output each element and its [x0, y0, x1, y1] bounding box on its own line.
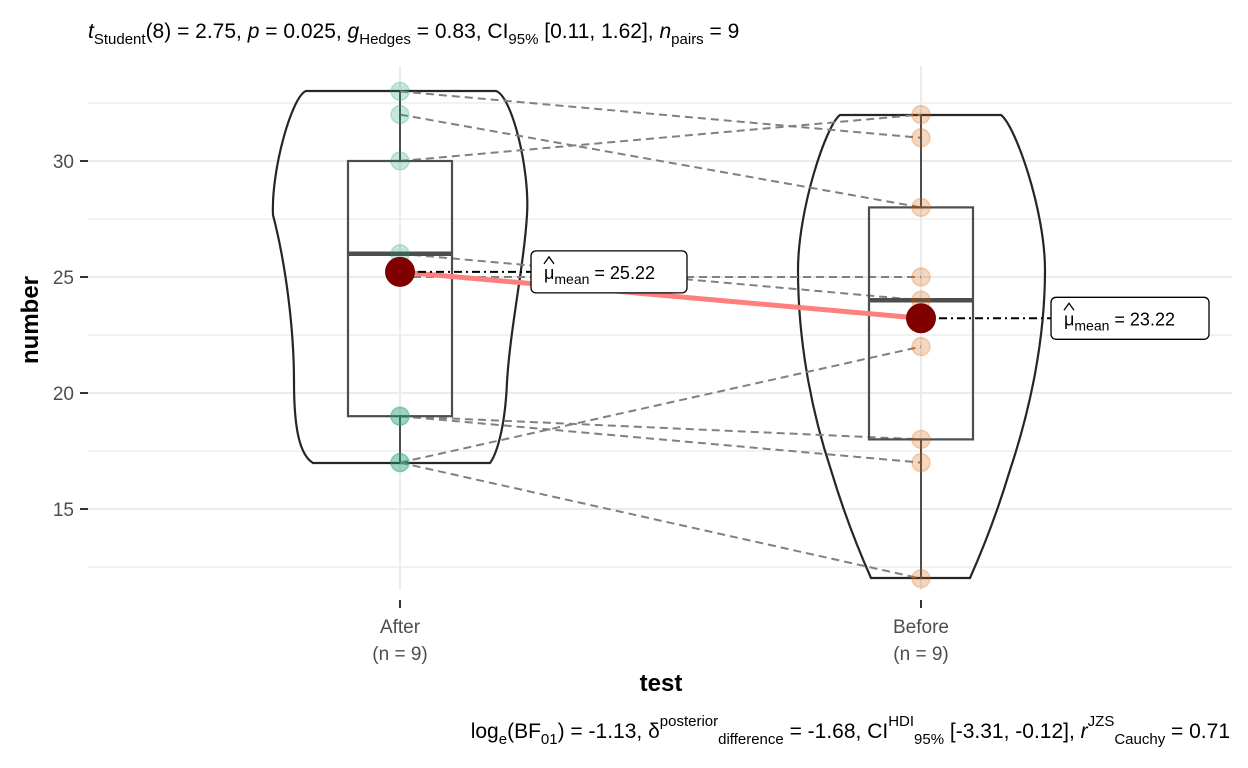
data-point — [911, 197, 931, 218]
bayes-caption: loge(BF01) = -1.13, δposteriordifference… — [471, 713, 1230, 748]
subtitle-part: (8) = 2.75, — [146, 20, 248, 43]
caption-part: [-3.31, -0.12], — [944, 720, 1081, 743]
data-point — [911, 452, 931, 473]
caption-part: posterior — [660, 713, 718, 730]
mean-label: μmean = 23.22 — [1064, 309, 1175, 333]
subtitle-part: pairs — [671, 31, 704, 48]
x-axis-title: test — [640, 670, 683, 697]
mean-subscript: mean — [554, 271, 589, 287]
stats-subtitle: tStudent(8) = 2.75, p = 0.025, gHedges =… — [88, 20, 739, 48]
pair-line — [399, 461, 922, 580]
pair-line — [399, 90, 922, 139]
subtitle-part: Student — [94, 31, 147, 48]
subtitle-part: = 0.83, CI — [411, 20, 508, 43]
caption-part: ) = -1.13, — [558, 720, 648, 743]
mean-value: = 23.22 — [1109, 309, 1175, 329]
data-point — [911, 128, 931, 148]
pair-line — [399, 415, 922, 464]
data-point — [390, 104, 410, 125]
box-iqr — [867, 206, 975, 441]
caption-part: δ — [648, 720, 660, 743]
y-axis: 15 20 25 30 — [53, 152, 88, 521]
mean-point — [906, 303, 936, 334]
box-iqr — [346, 159, 454, 418]
y-tick-label: 20 — [53, 384, 74, 405]
pair-line — [399, 415, 922, 441]
mean-hat — [543, 255, 555, 265]
data-point — [911, 267, 931, 287]
data-point — [390, 81, 410, 102]
x-tick-n-label: (n = 9) — [893, 644, 948, 665]
subtitle-part: = 9 — [704, 20, 740, 43]
data-point — [390, 452, 410, 473]
y-tick-label: 30 — [53, 152, 74, 173]
mean-point — [385, 256, 415, 287]
mean-subscript: mean — [1074, 317, 1109, 333]
mean-label: μmean = 25.22 — [544, 263, 655, 287]
caption-part: JZS — [1088, 713, 1115, 730]
mean-label-box — [530, 250, 688, 294]
subtitle-part: [0.11, 1.62], — [538, 20, 659, 43]
subtitle-part: g — [348, 20, 360, 43]
data-point — [911, 104, 931, 125]
mean-value: = 25.22 — [589, 263, 655, 283]
x-tick-label: After — [380, 617, 421, 638]
data-point — [911, 429, 931, 450]
mean-hat — [1063, 302, 1075, 311]
data-point — [911, 568, 931, 589]
pair-line — [399, 113, 922, 162]
caption-part: = -1.68, CI — [784, 720, 888, 743]
x-tick-label: Before — [893, 617, 949, 638]
data-point — [390, 406, 410, 426]
subtitle-part: = 0.025, — [259, 20, 347, 43]
caption-part: 95% — [914, 731, 944, 748]
subtitle-part: p — [247, 20, 260, 43]
caption-part: e — [499, 731, 507, 748]
pair-line — [399, 345, 922, 464]
boxplots — [346, 91, 975, 579]
caption-part: r — [1081, 720, 1089, 743]
caption-part: HDI — [888, 713, 914, 730]
subtitle-part: 95% — [508, 31, 538, 48]
violin-before — [796, 113, 1047, 580]
caption-part: (BF — [507, 720, 541, 743]
caption-part: 01 — [541, 731, 558, 748]
data-point — [390, 406, 410, 426]
y-axis-title: number — [17, 276, 44, 364]
mean-label-box — [1050, 296, 1210, 340]
subtitle-part: n — [659, 20, 671, 43]
subtitle-part: Hedges — [359, 31, 411, 48]
pair-line — [399, 113, 922, 209]
mean-connecting-line — [399, 269, 922, 321]
x-axis: After (n = 9) Before (n = 9) — [372, 600, 949, 665]
caption-part: = 0.71 — [1165, 720, 1230, 743]
caption-part: log — [471, 720, 499, 743]
caption-part: Cauchy — [1114, 731, 1165, 748]
mean-symbol: μ — [1064, 309, 1074, 329]
subtitle-part: t — [88, 20, 95, 43]
data-point — [390, 151, 410, 171]
mean-symbol: μ — [544, 263, 554, 283]
y-tick-label: 25 — [53, 268, 74, 289]
y-tick-label: 15 — [53, 500, 74, 521]
x-tick-n-label: (n = 9) — [372, 644, 427, 665]
data-point — [390, 452, 410, 473]
caption-part: difference — [718, 731, 784, 748]
data-point — [911, 336, 931, 357]
